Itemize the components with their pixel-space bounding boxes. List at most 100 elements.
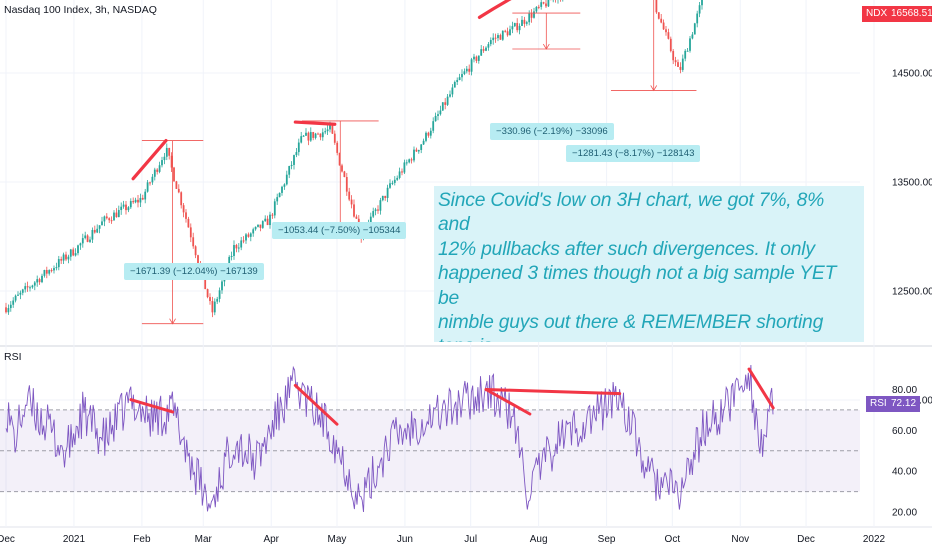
candle-body [439, 110, 442, 115]
measure-arrowhead [169, 318, 176, 325]
candle-body [338, 152, 341, 166]
candle-body [468, 68, 471, 72]
candle-body [103, 216, 106, 222]
candle-body [485, 47, 487, 51]
candle-body [36, 279, 39, 283]
candle-body [319, 133, 322, 138]
candle-body [96, 228, 99, 233]
candle-body [117, 210, 120, 218]
candle-body [43, 269, 46, 276]
candle-body [391, 182, 394, 184]
candle-body [216, 298, 219, 302]
candle-body [405, 162, 408, 164]
candle-body [696, 13, 699, 24]
chart-title: Nasdaq 100 Index, 3h, NASDAQ [4, 4, 157, 16]
candle-body [305, 132, 307, 136]
candle-body [449, 94, 451, 97]
candle-body [326, 129, 329, 132]
candle-body [252, 229, 255, 234]
candle-body [242, 240, 245, 242]
candle-body [343, 171, 346, 178]
candle-body [501, 30, 504, 40]
candle-body [204, 273, 207, 290]
candle-body [55, 267, 58, 269]
candle-body [660, 18, 663, 23]
time-tick-label: 2021 [63, 534, 86, 545]
candle-body [353, 204, 355, 217]
candle-body [269, 214, 271, 226]
candle-body [413, 149, 415, 161]
candle-body [249, 233, 252, 237]
candle-body [45, 269, 48, 274]
candle-body [211, 301, 214, 313]
candle-body [348, 191, 351, 200]
candle-body [14, 295, 17, 301]
price-badge: 16568.51 [887, 6, 932, 22]
rsi-panel-label: RSI [4, 351, 22, 363]
candle-body [698, 5, 701, 14]
candle-body [254, 226, 257, 230]
candle-body [132, 201, 135, 203]
time-tick-label: Feb [133, 534, 151, 545]
candle-body [127, 207, 130, 211]
candle-body [21, 289, 24, 293]
candle-body [105, 216, 108, 219]
candle-body [312, 132, 315, 138]
candle-body [336, 142, 339, 153]
candle-body [101, 221, 103, 226]
time-tick-label: Mar [195, 534, 213, 545]
candle-body [307, 132, 310, 141]
candle-body [530, 13, 533, 18]
rsi-band [0, 409, 860, 493]
candle-body [444, 102, 447, 105]
candle-body [259, 224, 262, 228]
candle-body [377, 209, 379, 211]
candle-body [504, 30, 507, 32]
candle-body [333, 133, 336, 143]
candle-body [74, 253, 77, 256]
time-tick-label: Apr [263, 534, 279, 545]
candle-body [67, 256, 70, 260]
candle-body [120, 206, 123, 211]
candle-body [463, 71, 466, 75]
candle-body [182, 205, 185, 213]
candle-body [276, 197, 279, 202]
measure-arrowhead [542, 43, 550, 50]
candle-body [674, 60, 677, 63]
rsi-tick-label: 40.00 [892, 467, 917, 478]
candle-body [173, 167, 175, 182]
rsi-value-badge: 72.12 [887, 396, 921, 412]
candle-body [281, 186, 283, 193]
candle-body [5, 307, 7, 313]
rsi-trendline [293, 383, 339, 426]
candle-body [17, 294, 19, 296]
measure-arrowhead [650, 85, 658, 92]
candle-body [537, 6, 540, 8]
candle-body [7, 308, 10, 313]
time-tick-label: Nov [731, 534, 749, 545]
candle-body [93, 229, 96, 233]
candle-body [69, 249, 72, 257]
candle-body [384, 195, 387, 198]
candle-body [115, 212, 118, 218]
candle-body [12, 300, 15, 305]
candle-body [679, 66, 682, 70]
trendlines [131, 0, 512, 181]
candle-body [451, 87, 454, 95]
candle-body [417, 149, 420, 152]
candle-body [321, 132, 324, 138]
candle-body [657, 12, 660, 19]
candle-body [489, 40, 492, 45]
candle-body [175, 181, 178, 189]
candle-body [257, 224, 259, 227]
candle-body [415, 149, 418, 152]
candle-body [506, 31, 509, 36]
candle-body [65, 254, 67, 260]
candle-body [545, 3, 547, 7]
candle-body [458, 77, 461, 80]
candle-body [470, 59, 473, 72]
candle-body [26, 286, 29, 288]
rsi-line [5, 364, 775, 513]
candle-body [285, 174, 288, 185]
measure-label: −1671.39 (−12.04%) −167139 [124, 263, 264, 280]
